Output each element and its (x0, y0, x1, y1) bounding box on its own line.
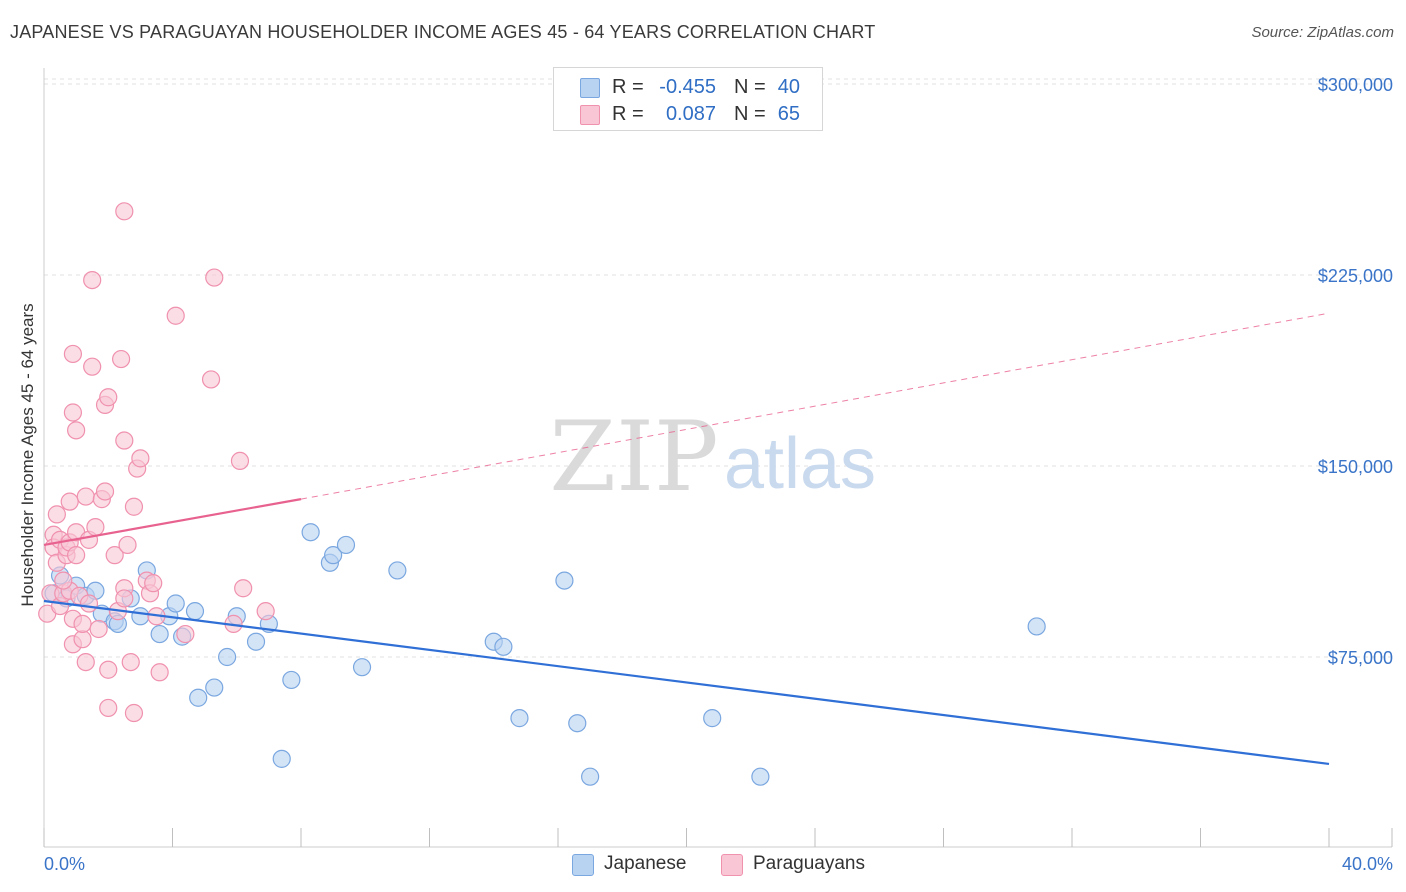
japanese-point (703, 709, 722, 728)
japanese-point (581, 767, 600, 786)
japanese-point (282, 670, 301, 690)
correlation-legend: R = -0.455 N = 40 R = 0.087 N = 65 (553, 67, 823, 131)
paraguayans-point (83, 270, 102, 290)
paraguayans-r-value: 0.087 (665, 103, 716, 125)
paraguayans-trend-line (43, 498, 302, 547)
paraguayans-point (73, 630, 92, 649)
japanese-point (352, 658, 372, 677)
japanese-point (272, 749, 291, 768)
paraguayans-point (47, 505, 66, 524)
paraguayans-point (60, 492, 79, 511)
watermark-atlas: atlas (724, 424, 876, 504)
paraguayans-point (99, 388, 118, 407)
y-tick-label: $225,000 (1318, 266, 1393, 286)
japanese-swatch (580, 78, 600, 98)
paraguayans-trend-extension (300, 312, 1330, 500)
paraguayans-legend-label: Paraguayans (753, 853, 865, 874)
paraguayans-point (105, 546, 124, 565)
japanese-point (131, 607, 150, 626)
n-label: N = (734, 103, 766, 125)
paraguayans-point (79, 594, 99, 613)
japanese-r-value: -0.455 (659, 76, 716, 98)
paraguayans-point (95, 482, 115, 501)
japanese-point (185, 602, 205, 621)
paraguayans-point (118, 535, 137, 555)
japanese-point (301, 523, 320, 542)
paraguayans-point (144, 574, 163, 593)
paraguayans-point (89, 619, 108, 639)
paraguayans-point (54, 571, 73, 590)
japanese-point (205, 678, 224, 697)
japanese-point (494, 637, 513, 656)
paraguayans-point (150, 663, 169, 682)
paraguayans-point (234, 579, 253, 598)
paraguayans-point (63, 403, 83, 422)
paraguayans-n-value: 65 (777, 103, 800, 125)
paraguayans-point (115, 431, 134, 450)
japanese-legend-label: Japanese (604, 853, 687, 874)
paraguayans-point (115, 202, 134, 221)
paraguayans-point (99, 698, 118, 718)
japanese-trend-line (43, 599, 1330, 766)
paraguayans-point (166, 306, 185, 325)
legend-row-paraguayans: R = 0.087 N = 65 (554, 102, 822, 128)
japanese-point (324, 546, 343, 565)
paraguayans-point (131, 449, 150, 468)
japanese-point (150, 624, 169, 644)
paraguayans-point (76, 487, 95, 506)
japanese-point (218, 647, 237, 667)
y-tick-label: $75,000 (1328, 648, 1393, 668)
japanese-point (166, 594, 185, 613)
paraguayans-point (86, 518, 105, 537)
r-label: R = (612, 103, 644, 125)
legend-row-japanese: R = -0.455 N = 40 (554, 75, 822, 101)
japanese-point (189, 688, 208, 707)
paraguayans-point (111, 349, 131, 369)
paraguayans-point (76, 652, 95, 672)
source-label: Source: ZipAtlas.com (1251, 24, 1394, 41)
paraguayans-point (201, 370, 221, 389)
japanese-point (568, 714, 587, 733)
japanese-point (388, 561, 407, 580)
japanese-point (555, 571, 574, 590)
paraguayans-point (256, 602, 275, 621)
japanese-point (1027, 617, 1046, 636)
japanese-point (336, 535, 356, 555)
paraguayans-point (73, 614, 92, 633)
japanese-legend-swatch (572, 854, 594, 876)
japanese-n-value: 40 (777, 76, 800, 98)
paraguayans-point (176, 624, 195, 644)
paraguayans-point (63, 344, 83, 364)
chart-title: JAPANESE VS PARAGUAYAN HOUSEHOLDER INCOM… (10, 22, 876, 42)
x-tick-label: 40.0% (1342, 854, 1393, 874)
paraguayans-point (83, 357, 102, 376)
y-axis-title: Householder Income Ages 45 - 64 years (18, 303, 37, 606)
series-legend: Japanese Paraguayans (0, 852, 1406, 878)
paraguayans-point (205, 268, 224, 287)
paraguayans-point (99, 660, 118, 679)
r-label: R = (612, 76, 644, 98)
y-tick-label: $150,000 (1318, 457, 1393, 477)
paraguayans-point (124, 497, 144, 516)
japanese-point (246, 632, 266, 651)
paraguayans-point (115, 589, 134, 608)
japanese-point (751, 767, 770, 786)
paraguayans-legend-swatch (721, 854, 743, 876)
paraguayans-point (230, 451, 250, 471)
y-tick-label: $300,000 (1318, 75, 1393, 95)
x-tick-label: 0.0% (44, 854, 85, 874)
n-label: N = (734, 76, 766, 98)
watermark-zip: ZIP (549, 401, 718, 513)
paraguayans-point (67, 421, 86, 440)
paraguayans-swatch (580, 105, 600, 125)
paraguayans-point (121, 652, 140, 672)
paraguayans-point (124, 703, 144, 723)
paraguayans-point (67, 546, 86, 565)
japanese-point (510, 709, 529, 728)
